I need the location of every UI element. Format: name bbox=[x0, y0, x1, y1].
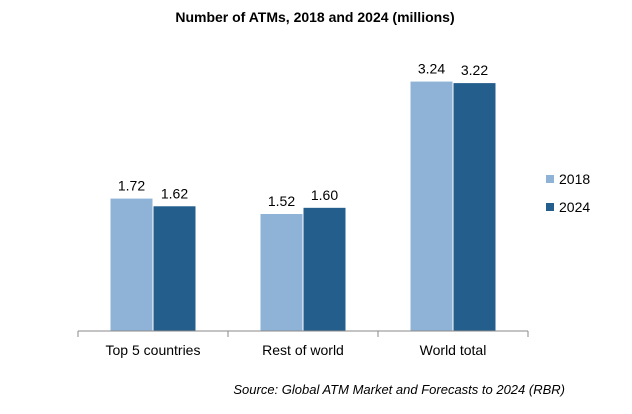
data-label-2024-0: 1.62 bbox=[161, 185, 188, 201]
source-note: Source: Global ATM Market and Forecasts … bbox=[233, 382, 565, 397]
category-label-2: World total bbox=[420, 342, 487, 358]
bars-layer: 1.72 1.62 1.52 1.60 3.24 3.22 bbox=[110, 61, 496, 331]
data-label-2018-2: 3.24 bbox=[418, 61, 445, 77]
x-axis-ticks bbox=[77, 331, 529, 337]
category-labels: Top 5 countries Rest of world World total bbox=[106, 342, 487, 358]
legend-label-2018: 2018 bbox=[559, 171, 590, 187]
data-label-2024-2: 3.22 bbox=[461, 62, 488, 78]
bar-2024-2 bbox=[453, 83, 496, 331]
bar-2024-1 bbox=[303, 207, 346, 331]
data-label-2024-1: 1.60 bbox=[311, 187, 338, 203]
bar-2018-1 bbox=[260, 213, 303, 331]
category-label-1: Rest of world bbox=[262, 342, 344, 358]
category-label-0: Top 5 countries bbox=[106, 342, 201, 358]
legend: 2018 2024 bbox=[546, 171, 590, 215]
bar-2018-2 bbox=[410, 81, 453, 331]
chart-title: Number of ATMs, 2018 and 2024 (millions) bbox=[175, 9, 454, 25]
legend-label-2024: 2024 bbox=[559, 199, 590, 215]
legend-swatch-2018 bbox=[546, 175, 554, 183]
data-label-2018-0: 1.72 bbox=[118, 178, 145, 194]
bar-2018-0 bbox=[110, 198, 153, 331]
bar-2024-0 bbox=[153, 206, 196, 331]
data-label-2018-1: 1.52 bbox=[268, 193, 295, 209]
legend-swatch-2024 bbox=[546, 203, 554, 211]
